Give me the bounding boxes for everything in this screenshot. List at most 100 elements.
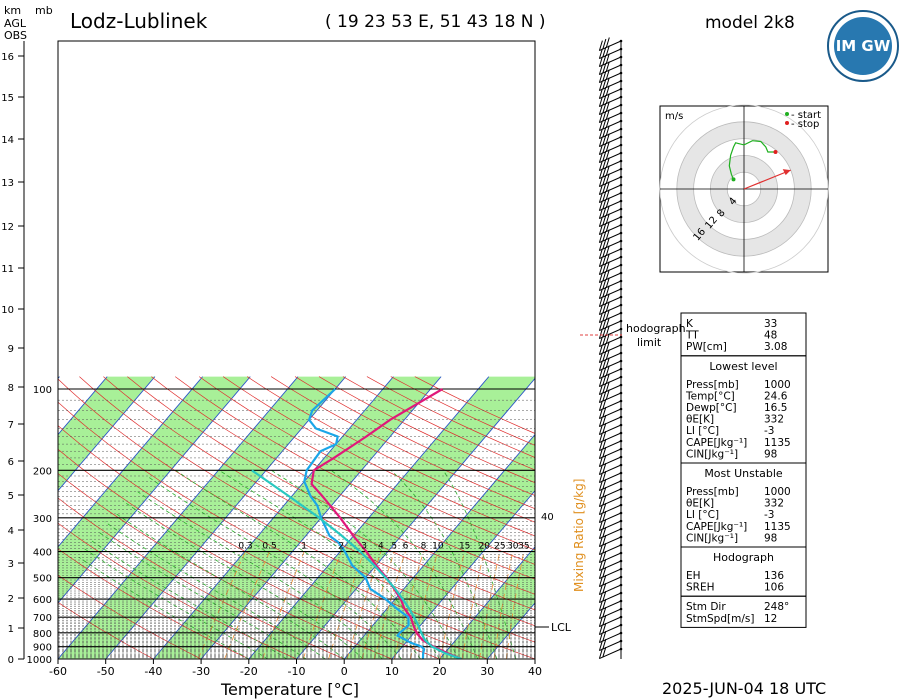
legend-stop-dot	[785, 121, 789, 125]
wind-barb-feather	[598, 456, 603, 467]
logo-text: IM GW	[836, 37, 891, 55]
hodograph-start	[731, 177, 736, 182]
sounding-series-2	[251, 469, 462, 659]
x-tick-label: 0	[341, 665, 348, 678]
km-tick-label: 1	[8, 624, 14, 635]
pressure-tick-label: 300	[33, 514, 52, 525]
wind-barb-feather	[598, 152, 603, 163]
wind-barb-feather	[602, 142, 607, 154]
wind-barb-feather	[602, 510, 607, 522]
wind-barb-feather	[602, 382, 607, 394]
index-name: K	[686, 318, 694, 330]
wind-barb-feather	[605, 101, 610, 112]
wind-barb-feather	[602, 134, 607, 146]
storm-motion-arrowhead	[782, 169, 791, 176]
wind-barb-feather	[602, 254, 607, 266]
wind-barb-feather	[602, 214, 607, 226]
indices-panel: K 33 TT 48 PW[cm] 3.08 Lowest level Press[mb] 10…	[680, 312, 807, 628]
wind-barb-feather	[598, 80, 603, 91]
legend-start-label: - start	[791, 110, 821, 121]
wind-barb-feather	[602, 38, 607, 50]
wind-barb-feather	[598, 336, 603, 347]
wind-barb-feather	[598, 528, 603, 539]
isobar-lines	[58, 388, 535, 659]
wind-barb-feather	[598, 192, 603, 203]
km-tick-label: 14	[1, 135, 14, 146]
index-value: -3	[764, 509, 774, 521]
wind-barb-feather	[605, 301, 610, 312]
mixing-ratio-label: 5	[391, 542, 397, 552]
wind-barb-feather	[605, 77, 610, 88]
wind-barb-feather	[598, 280, 603, 291]
wind-barb-feather	[598, 208, 603, 219]
wind-barb-feather	[598, 512, 603, 523]
x-tick-label: 40	[528, 665, 542, 678]
wind-barb-feather	[605, 341, 610, 352]
pressure-tick-label: 600	[33, 595, 52, 606]
indices-block-frame	[680, 595, 807, 628]
index-value: -3	[764, 425, 774, 437]
wind-barb-feather	[605, 349, 610, 360]
km-tick-label: 13	[1, 178, 14, 189]
wind-barb-feather	[602, 334, 607, 346]
wind-barb-feather	[602, 238, 607, 250]
wind-barb-feather	[598, 64, 603, 75]
wind-barb-feather	[598, 136, 603, 147]
dry-adiabat	[58, 497, 345, 659]
wind-barb-feather	[598, 464, 603, 475]
wind-barb-feather	[598, 112, 603, 123]
index-value: 248°	[764, 601, 789, 613]
wind-barb-feather	[602, 102, 607, 114]
wind-barb-feather	[602, 110, 607, 122]
wind-barb-feather	[598, 648, 603, 659]
index-name: CIN[Jkg⁻¹]	[686, 448, 738, 460]
dry-adiabat	[58, 448, 440, 659]
wind-barb-feather	[598, 344, 603, 355]
mixing-ratio-axis-title: Mixing Ratio [g/kg]	[572, 479, 586, 592]
wind-barb-feather	[602, 598, 607, 610]
wind-barb-feather	[602, 590, 607, 602]
wind-barb-feather	[602, 126, 607, 138]
lcl-label: LCL	[551, 621, 572, 634]
dry-adiabat	[58, 601, 154, 659]
wind-barb-feather	[598, 320, 603, 331]
mixing-ratio-label: 8	[421, 542, 427, 552]
km-tick-label: 6	[8, 457, 14, 468]
wind-barb-feather	[598, 272, 603, 283]
wind-barb-feather	[602, 94, 607, 106]
isotherm-line	[58, 376, 156, 492]
wind-barb-feather	[598, 616, 603, 627]
wind-barb-feather	[602, 542, 607, 554]
wind-barb-feather	[602, 166, 607, 178]
km-tick-label: 2	[8, 594, 14, 605]
wind-barb-feather	[605, 213, 610, 224]
km-tick-label: 9	[8, 344, 14, 355]
wind-barb-feather	[605, 293, 610, 304]
moist-adiabat	[116, 513, 345, 659]
wind-barb-feather	[598, 552, 603, 563]
x-tick-label: 20	[433, 665, 447, 678]
wind-barb-feather	[602, 174, 607, 186]
wind-barb-feather	[598, 440, 603, 451]
wind-barb-feather	[605, 181, 610, 192]
dry-adiabat	[58, 472, 393, 659]
wind-barb-feather	[602, 422, 607, 434]
sounding-traces	[251, 388, 462, 659]
km-tick-label: 15	[1, 93, 14, 104]
wind-barb-feather	[598, 568, 603, 579]
pressure-tick-label: 400	[33, 548, 52, 559]
wind-barb-feather	[602, 390, 607, 402]
wind-barb-feather	[605, 253, 610, 264]
index-value: 98	[764, 448, 777, 460]
wind-barb-feather	[602, 574, 607, 586]
station-title: Lodz-Lublinek	[70, 9, 208, 33]
footer-date: 2025-JUN-04 18 UTC	[662, 679, 826, 698]
wind-barb-feather	[605, 277, 610, 288]
mixing-ratio-label: 2	[338, 542, 344, 552]
km-tick-label: 7	[8, 420, 14, 431]
moist-adiabat	[89, 538, 288, 659]
wind-barb-feather	[602, 246, 607, 258]
dry-adiabat	[58, 574, 202, 659]
x-tick-label: -10	[288, 665, 306, 678]
wind-barb-feather	[602, 182, 607, 194]
